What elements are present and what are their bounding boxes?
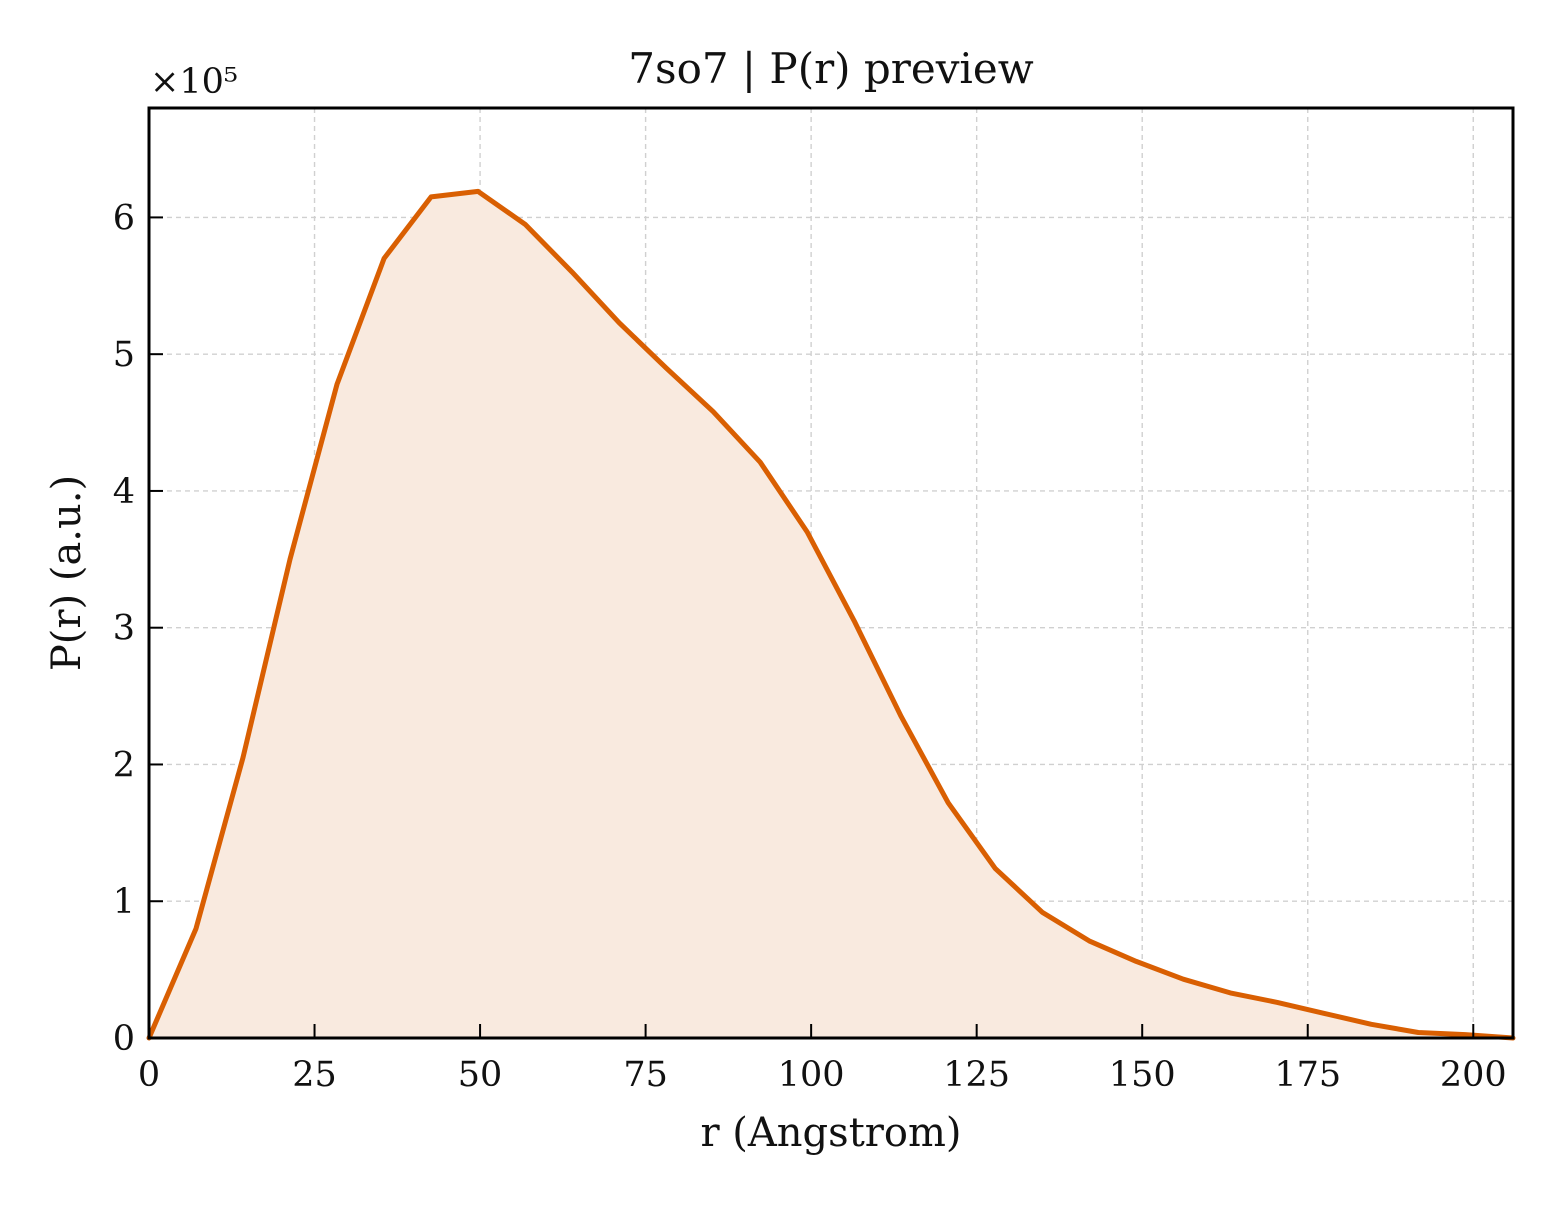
y-tick-label: 0 <box>113 1019 135 1059</box>
x-tick-label: 75 <box>623 1055 668 1095</box>
y-tick-label: 2 <box>113 745 135 785</box>
chart-title: 7so7 | P(r) preview <box>628 44 1033 93</box>
y-tick-label: 4 <box>113 472 135 512</box>
x-tick-label: 125 <box>943 1055 1010 1095</box>
y-tick-label: 6 <box>113 198 135 238</box>
pr-series-line <box>146 188 1516 1041</box>
y-axis-label: P(r) (a.u.) <box>44 475 90 671</box>
y-offset-label: ×10⁵ <box>150 62 238 102</box>
pr-area-fill <box>149 191 1513 1038</box>
x-tick-label: 100 <box>778 1055 845 1095</box>
line-layer <box>146 188 1516 1041</box>
x-tick-label: 0 <box>138 1055 160 1095</box>
x-tick-label: 50 <box>458 1055 503 1095</box>
tick-layer: 0 25 50 75 100 125 150 175 200 0 1 2 3 4 5 6 <box>113 198 1507 1095</box>
y-tick-label: 3 <box>113 609 135 649</box>
area-layer <box>149 191 1513 1038</box>
plot-frame <box>147 106 1515 1040</box>
y-tick-label: 5 <box>113 335 135 375</box>
x-tick-label: 25 <box>292 1055 337 1095</box>
x-tick-label: 200 <box>1440 1055 1507 1095</box>
x-tick-label: 175 <box>1274 1055 1341 1095</box>
x-tick-label: 150 <box>1109 1055 1176 1095</box>
y-tick-label: 1 <box>113 882 135 922</box>
x-axis-label: r (Angstrom) <box>700 1110 961 1156</box>
